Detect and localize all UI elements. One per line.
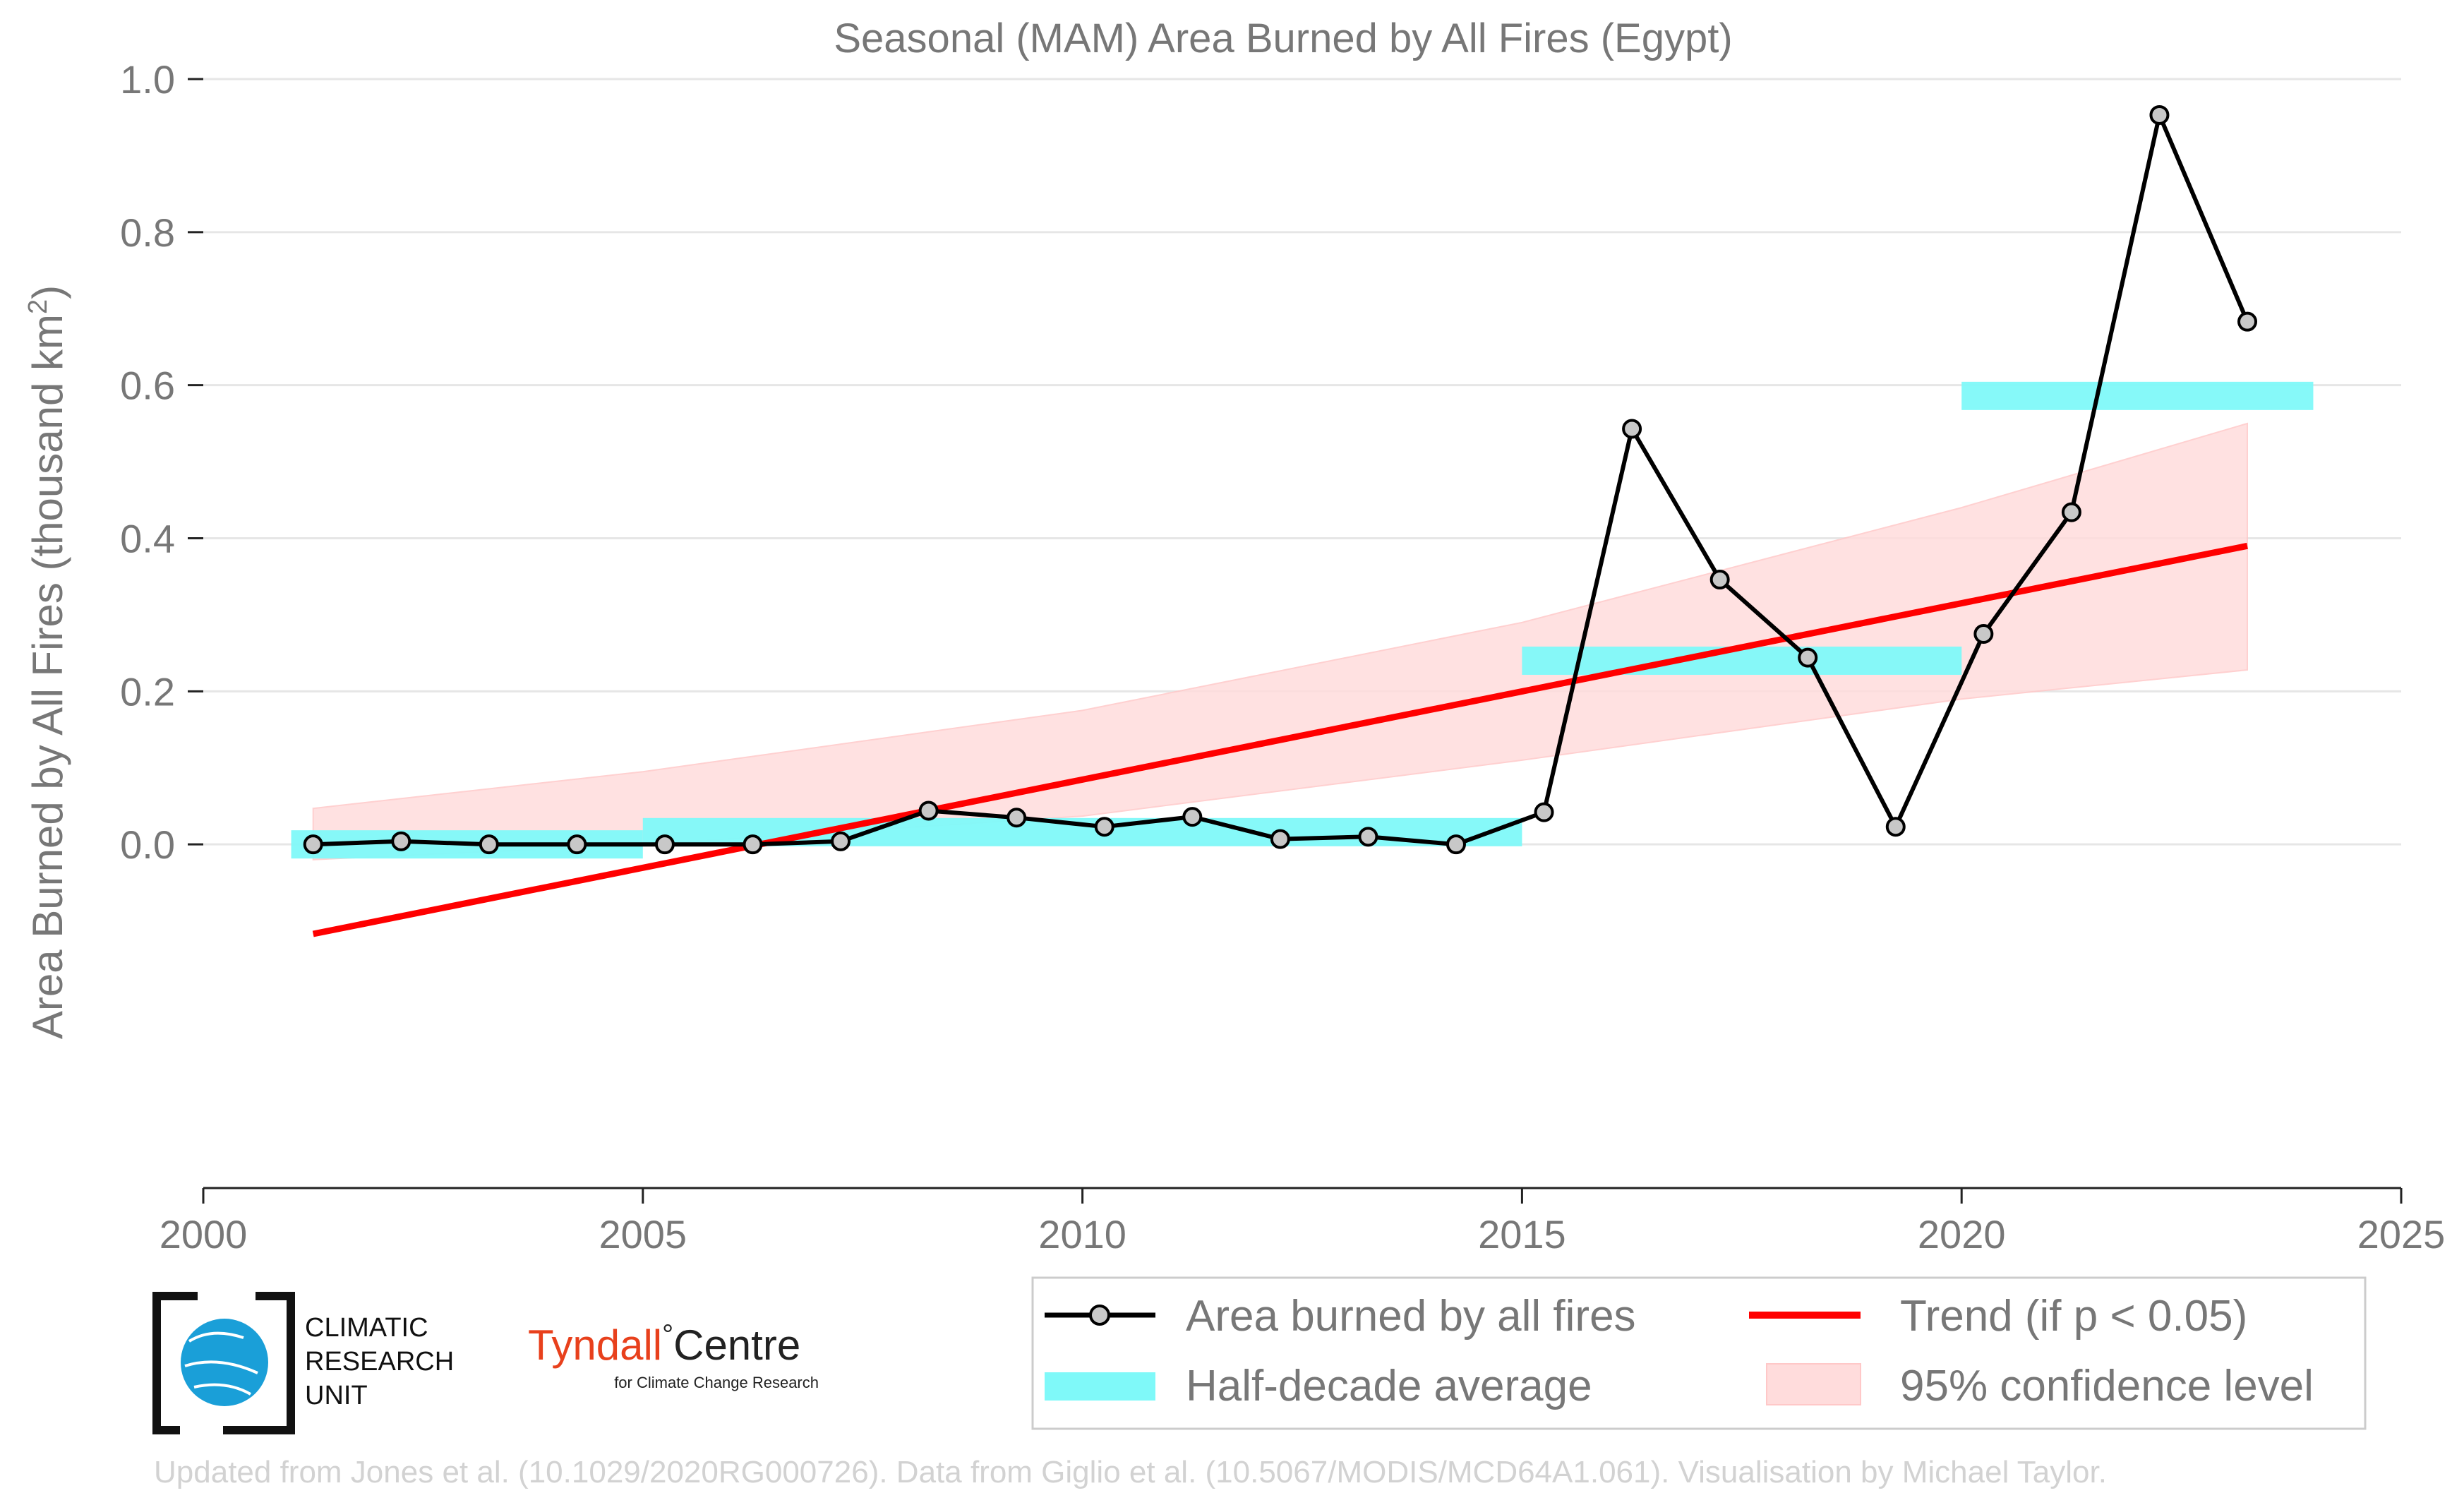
y-axis-title-superscript: 2 bbox=[23, 299, 53, 314]
y-tick-label: 0.2 bbox=[120, 669, 175, 714]
legend-swatch-area-marker bbox=[1089, 1305, 1110, 1326]
cru-logo: CLIMATIC RESEARCH UNIT bbox=[152, 1292, 454, 1434]
data-point bbox=[1006, 808, 1027, 828]
y-axis-title-main: Area Burned by All Fires (thousand km bbox=[24, 314, 71, 1039]
tyndall-logo-centre: Centre bbox=[673, 1321, 800, 1369]
y-tick-label: 0.8 bbox=[120, 210, 175, 255]
data-point bbox=[2061, 502, 2081, 522]
cru-globe-swirl bbox=[184, 1331, 258, 1396]
data-point bbox=[831, 831, 851, 851]
data-point bbox=[479, 834, 499, 855]
x-tick-label: 2000 bbox=[160, 1212, 248, 1257]
data-point bbox=[567, 834, 587, 855]
y-axis-title-end: ) bbox=[24, 285, 71, 299]
y-tick-label: 0.4 bbox=[120, 517, 175, 561]
data-point bbox=[1358, 827, 1378, 847]
cru-logo-bracket-left bbox=[152, 1292, 198, 1434]
y-tick-label: 1.0 bbox=[120, 57, 175, 102]
x-tick-label: 2025 bbox=[2357, 1212, 2446, 1257]
legend-label-area: Area burned by all fires bbox=[1186, 1292, 1636, 1341]
cru-logo-bracket-right bbox=[223, 1292, 295, 1434]
half-decade-bar bbox=[1522, 646, 1962, 675]
data-point bbox=[1798, 647, 1818, 668]
tyndall-logo-degree: ° bbox=[662, 1319, 673, 1350]
x-tick-label: 2005 bbox=[599, 1212, 687, 1257]
data-point bbox=[1446, 834, 1466, 855]
y-axis-title: Area Burned by All Fires (thousand km2) bbox=[23, 285, 71, 1039]
legend-swatch-half-decade bbox=[1045, 1372, 1155, 1401]
x-tick-label: 2020 bbox=[1918, 1212, 2006, 1257]
data-point bbox=[743, 834, 763, 855]
data-point bbox=[654, 834, 675, 855]
legend-label-trend: Trend (if p < 0.05) bbox=[1900, 1292, 2247, 1341]
chart-title: Seasonal (MAM) Area Burned by All Fires … bbox=[834, 16, 1732, 61]
data-point bbox=[1182, 807, 1203, 827]
half-decade-bar bbox=[1961, 381, 2314, 410]
data-point bbox=[1622, 419, 1642, 439]
tyndall-logo: Tyndall°Centre for Climate Change Resear… bbox=[528, 1319, 819, 1391]
x-tick-label: 2015 bbox=[1478, 1212, 1566, 1257]
tyndall-logo-text: Tyndall°Centre bbox=[528, 1319, 800, 1369]
tyndall-logo-main: Tyndall bbox=[528, 1321, 662, 1369]
data-point bbox=[1270, 829, 1290, 849]
trend-line bbox=[312, 542, 2248, 937]
data-point bbox=[1534, 802, 1554, 822]
legend-label-confidence: 95% confidence level bbox=[1900, 1362, 2314, 1410]
legend-frame bbox=[1031, 1276, 2367, 1430]
cru-label-line1: CLIMATIC bbox=[305, 1313, 428, 1343]
cru-label-line3: UNIT bbox=[305, 1381, 368, 1410]
data-point bbox=[2237, 311, 2258, 332]
data-point bbox=[1709, 570, 1730, 590]
data-point bbox=[391, 831, 411, 851]
area-burned-layer bbox=[303, 104, 2258, 855]
data-point bbox=[303, 834, 323, 855]
cru-label-line2: RESEARCH bbox=[305, 1347, 454, 1377]
data-point bbox=[1885, 817, 1906, 837]
data-point bbox=[1973, 624, 1994, 644]
legend-swatch-confidence bbox=[1766, 1363, 1861, 1405]
axes-layer: 0.0 0.2 0.4 0.6 0.8 1.0 2000 2005 2010 2015 2020 20… bbox=[120, 57, 2445, 1257]
x-tick-label: 2010 bbox=[1038, 1212, 1126, 1257]
data-point bbox=[918, 801, 939, 821]
tyndall-logo-subtitle: for Climate Change Research bbox=[614, 1374, 819, 1391]
credit-line: Updated from Jones et al. (10.1029/2020R… bbox=[154, 1455, 2107, 1489]
data-point bbox=[1094, 817, 1114, 837]
data-point bbox=[2149, 104, 2170, 125]
legend-label-half-decade: Half-decade average bbox=[1186, 1362, 1592, 1410]
y-tick-label: 0.0 bbox=[120, 822, 175, 867]
y-tick-label: 0.6 bbox=[120, 364, 175, 408]
legend: Area burned by all fires Half-decade ave… bbox=[1031, 1276, 2367, 1430]
trend-layer bbox=[312, 542, 2248, 937]
